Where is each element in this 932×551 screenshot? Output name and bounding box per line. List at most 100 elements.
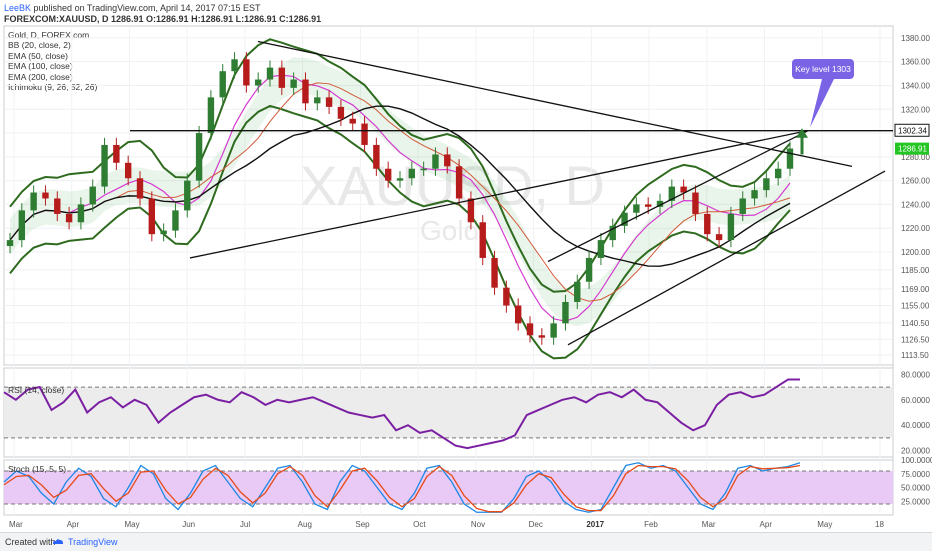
candle-body — [302, 79, 309, 104]
price-tick-label: 1185.00 — [901, 266, 930, 275]
candle-body — [467, 198, 475, 223]
candle-body — [715, 234, 723, 241]
candle-body — [609, 225, 616, 241]
bollinger-upper — [9, 38, 791, 293]
candle-body — [479, 222, 486, 258]
price-tick-label: 1360.00 — [901, 58, 930, 67]
tradingview-cloud-icon — [53, 539, 63, 544]
candle-body — [101, 144, 108, 187]
legend-ema100[interactable]: EMA (100, close) — [8, 61, 73, 72]
price-tick-label: 1113.50 — [901, 351, 929, 360]
price-tick-label: 1140.50 — [901, 319, 930, 328]
author-link[interactable]: LeeBK — [4, 3, 32, 13]
last-price-label: 1286.91 — [898, 145, 927, 154]
time-tick-label: Nov — [471, 520, 485, 529]
price-tick-label: 1155.00 — [901, 302, 930, 311]
candle-body — [668, 186, 676, 201]
price-tick-label: 1320.00 — [901, 105, 930, 114]
tradingview-link[interactable]: TradingView — [68, 537, 118, 547]
candle-body — [314, 97, 321, 104]
candle-body — [538, 335, 546, 338]
candle-body — [585, 257, 593, 282]
candle-body — [704, 213, 711, 235]
legend-bb[interactable]: BB (20, close, 2) — [8, 40, 71, 51]
time-tick-label: May — [817, 520, 832, 529]
candle-body — [65, 213, 73, 223]
legend-ema50[interactable]: EMA (50, close) — [8, 50, 68, 61]
candle-body — [266, 67, 274, 80]
candle-body — [644, 204, 652, 207]
rsi-tick-label: 80.0000 — [901, 370, 930, 379]
candle-body — [680, 186, 687, 193]
price-tick-label: 1169.00 — [901, 285, 930, 294]
candle-body — [160, 230, 167, 235]
rsi-tick-label: 40.0000 — [901, 421, 930, 430]
candle-body — [526, 323, 534, 336]
price-tick-label: 1220.00 — [901, 224, 930, 233]
candle-body — [231, 59, 238, 72]
candle-body — [396, 178, 404, 181]
candle-body — [621, 212, 628, 226]
candle-body — [597, 240, 605, 258]
candle-body — [514, 305, 522, 324]
candle-body — [491, 257, 498, 288]
candle-body — [574, 281, 581, 302]
indicator-legend: Gold, D, FOREX.com BB (20, close, 2) EMA… — [8, 30, 97, 92]
candle-body — [408, 168, 416, 179]
chart-canvas[interactable]: 1380.001360.001340.001320.001300.001280.… — [0, 0, 932, 532]
legend-symbol[interactable]: Gold, D, FOREX.com — [8, 30, 90, 40]
price-tick-label: 1126.50 — [901, 335, 930, 344]
candle-body — [550, 323, 557, 338]
time-tick-label: Dec — [529, 520, 543, 529]
candle-body — [727, 213, 735, 241]
up-arrow-head — [796, 128, 808, 138]
price-tick-label: 1200.00 — [901, 248, 930, 257]
stoch-d-line — [3, 464, 801, 513]
candle-body — [455, 166, 463, 199]
time-tick-label: 18 — [875, 520, 884, 529]
rsi-label[interactable]: RSI (14, close) — [8, 385, 65, 395]
candle-body — [361, 123, 368, 145]
time-tick-label: Sep — [355, 520, 370, 529]
legend-ema200[interactable]: EMA (200, close) — [8, 71, 73, 82]
key-level-callout[interactable]: Key level 1303 — [792, 59, 854, 79]
rising-trendline-long — [189, 130, 809, 259]
candle-body — [278, 67, 286, 88]
key-level-label-box — [894, 123, 930, 137]
candle-body — [774, 168, 782, 179]
candle-body — [786, 148, 794, 169]
bollinger-lower — [9, 104, 791, 360]
footer-bar: Created with TradingView — [0, 532, 932, 551]
candle-body — [373, 144, 380, 169]
candle-body — [42, 192, 49, 199]
publish-info: published on TradingView.com, April 14, … — [31, 3, 261, 13]
descending-trendline — [257, 40, 853, 167]
stoch-band — [4, 471, 893, 504]
candle-body — [77, 204, 85, 223]
time-tick-label: Jun — [182, 520, 195, 529]
candle-body — [195, 133, 203, 181]
rsi-tick-label: 20.0000 — [901, 447, 930, 456]
price-tick-label: 1340.00 — [901, 81, 930, 90]
ichimoku-cloud — [10, 57, 790, 327]
price-tick-label: 1260.00 — [901, 177, 930, 186]
candle-body — [562, 301, 569, 324]
legend-ichimoku[interactable]: Ichimoku (9, 26, 52, 26) — [8, 82, 98, 93]
candle-body — [384, 168, 392, 181]
time-tick-label: Oct — [413, 520, 426, 529]
candle-body — [444, 154, 451, 167]
stoch-label[interactable]: Stoch (15, 5, 5) — [8, 464, 67, 474]
symbol-ohlc: FOREXCOM:XAUUSD, D 1286.91 O:1286.91 H:1… — [4, 14, 322, 24]
stoch-tick-label: 75.0000 — [901, 470, 930, 479]
rising-trendline-channel — [547, 130, 809, 263]
stoch-tick-label: 50.0000 — [901, 484, 930, 493]
price-tick-label: 1280.00 — [901, 153, 930, 162]
candle-body — [325, 97, 333, 107]
candle-body — [432, 154, 439, 169]
price-tick-label: 1240.00 — [901, 200, 930, 209]
candle-body — [503, 287, 510, 306]
candle-body — [751, 190, 758, 199]
stoch-tick-label: 100.0000 — [901, 456, 932, 465]
candle-body — [420, 168, 427, 171]
rsi-tick-label: 60.0000 — [901, 396, 930, 405]
